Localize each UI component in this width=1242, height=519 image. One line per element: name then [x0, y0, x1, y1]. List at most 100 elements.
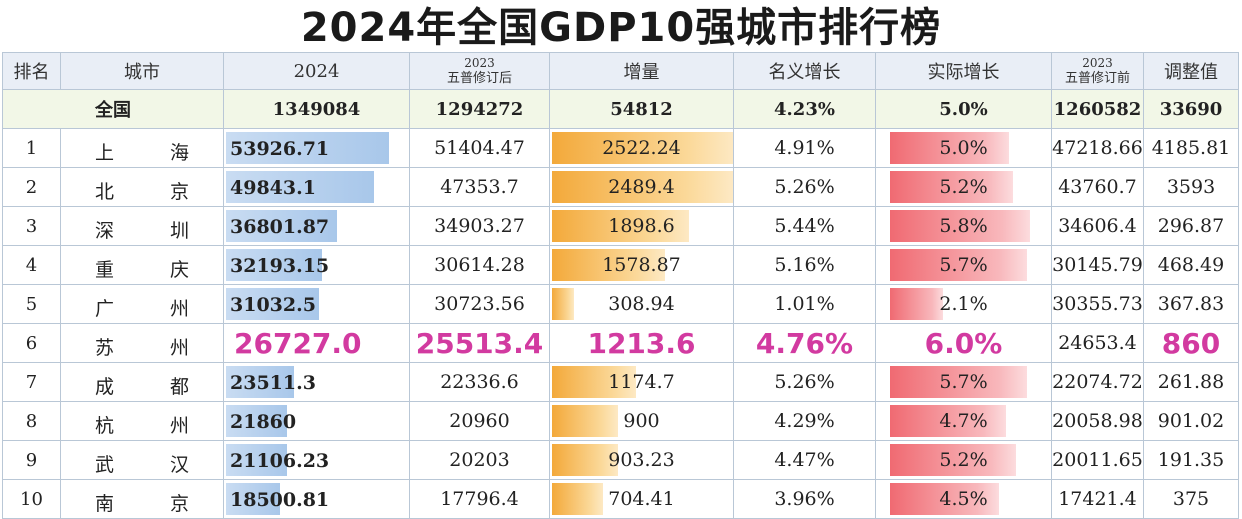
gdp2024-cell: 49843.1: [223, 167, 410, 207]
national-name: 全国: [2, 89, 224, 129]
nominal-cell: 1.01%: [733, 284, 876, 324]
city-char-1: 南: [95, 493, 115, 515]
gdp-bar: [226, 405, 288, 437]
gdp-bar: [226, 171, 374, 203]
increment-bar: [552, 483, 604, 515]
gdp2024-cell: 18500.81: [223, 479, 410, 519]
increment-bar: [552, 132, 733, 164]
increment-cell: 900: [549, 401, 734, 441]
city-cell: 北京: [60, 167, 224, 207]
increment-bar: [552, 210, 690, 242]
real-growth-bar: [890, 210, 1030, 242]
city-char-2: 汉: [169, 454, 189, 476]
header-rev2023-year: 2023: [464, 56, 495, 70]
nominal-cell: 5.26%: [733, 362, 876, 402]
increment-value: 1174.7: [608, 371, 675, 393]
real-value: 5.2%: [939, 176, 988, 198]
rev2023-cell: 20960: [409, 401, 550, 441]
header-real: 实际增长: [875, 52, 1052, 90]
table-row: 4 重庆 32193.15 30614.28 1578.87 5.16% 5.7% 30145…: [2, 245, 1239, 285]
nominal-cell: 4.76%: [733, 323, 876, 363]
increment-value: 704.41: [608, 488, 675, 510]
gdp2024-value: 49843.1: [230, 177, 316, 199]
pre2023-cell: 34606.4: [1051, 206, 1144, 246]
header-pre2023: 2023 五普修订前: [1051, 52, 1144, 90]
rank-cell: 10: [2, 479, 61, 519]
increment-bar: [552, 171, 733, 203]
pre2023-cell: 43760.7: [1051, 167, 1144, 207]
rev2023-cell: 51404.47: [409, 128, 550, 168]
header-gdp2024: 2024: [223, 52, 410, 90]
header-row: 排名 城市 2024 2023 五普修订后 增量 名义增长 实际增长 2023 …: [2, 52, 1239, 90]
rank-cell: 8: [2, 401, 61, 441]
increment-cell: 1213.6: [549, 323, 734, 363]
rank-cell: 5: [2, 284, 61, 324]
adjust-cell: 367.83: [1143, 284, 1239, 324]
adjust-cell: 191.35: [1143, 440, 1239, 480]
rev2023-cell: 22336.6: [409, 362, 550, 402]
gdp2024-cell: 21860: [223, 401, 410, 441]
real-value: 4.5%: [939, 488, 988, 510]
header-rev2023: 2023 五普修订后: [409, 52, 550, 90]
increment-bar: [552, 366, 637, 398]
gdp2024-cell: 36801.87: [223, 206, 410, 246]
real-value: 5.7%: [939, 254, 988, 276]
national-increment: 54812: [549, 89, 734, 129]
header-increment: 增量: [549, 52, 734, 90]
increment-value: 1578.87: [602, 254, 681, 276]
increment-value: 903.23: [608, 449, 675, 471]
nominal-cell: 5.16%: [733, 245, 876, 285]
real-cell: 5.7%: [875, 245, 1052, 285]
real-growth-bar: [890, 132, 1009, 164]
city-char-1: 武: [95, 454, 115, 476]
real-value: 5.8%: [939, 215, 988, 237]
nominal-cell: 5.26%: [733, 167, 876, 207]
pre2023-cell: 47218.66: [1051, 128, 1144, 168]
increment-value: 1898.6: [608, 215, 675, 237]
adjust-cell: 901.02: [1143, 401, 1239, 441]
gdp2024-value: 18500.81: [230, 489, 330, 511]
rev2023-cell: 47353.7: [409, 167, 550, 207]
rank-cell: 1: [2, 128, 61, 168]
real-cell: 5.8%: [875, 206, 1052, 246]
real-value: 5.7%: [939, 371, 988, 393]
pre2023-cell: 30145.79: [1051, 245, 1144, 285]
increment-bar: [552, 405, 618, 437]
header-pre2023-year: 2023: [1082, 56, 1113, 70]
increment-cell: 704.41: [549, 479, 734, 519]
city-char-2: 州: [169, 337, 189, 359]
header-city: 城市: [60, 52, 224, 90]
gdp-bar: [226, 366, 295, 398]
city-char-1: 重: [95, 259, 115, 281]
nominal-cell: 4.91%: [733, 128, 876, 168]
real-value: 5.2%: [939, 449, 988, 471]
increment-cell: 1898.6: [549, 206, 734, 246]
real-cell: 2.1%: [875, 284, 1052, 324]
real-cell: 4.5%: [875, 479, 1052, 519]
real-growth-bar: [890, 171, 1013, 203]
pre2023-cell: 24653.4: [1051, 323, 1144, 363]
gdp2024-cell: 21106.23: [223, 440, 410, 480]
gdp-bar: [226, 288, 319, 320]
pre2023-cell: 30355.73: [1051, 284, 1144, 324]
real-growth-bar: [890, 444, 1016, 476]
gdp2024-value: 53926.71: [230, 138, 330, 160]
city-char-1: 深: [95, 220, 115, 242]
rev2023-cell: 17796.4: [409, 479, 550, 519]
table-row: 10 南京 18500.81 17796.4 704.41 3.96% 4.5% 17421.…: [2, 479, 1239, 519]
city-char-1: 北: [95, 181, 115, 203]
increment-cell: 2522.24: [549, 128, 734, 168]
city-char-2: 州: [169, 415, 189, 437]
real-cell: 5.2%: [875, 167, 1052, 207]
city-char-1: 苏: [95, 337, 115, 359]
rev2023-cell: 20203: [409, 440, 550, 480]
rank-cell: 3: [2, 206, 61, 246]
rank-cell: 2: [2, 167, 61, 207]
city-char-1: 成: [95, 376, 115, 398]
national-real: 5.0%: [875, 89, 1052, 129]
table-row: 3 深圳 36801.87 34903.27 1898.6 5.44% 5.8% 34606.…: [2, 206, 1239, 246]
city-char-1: 广: [95, 298, 115, 320]
real-cell: 5.2%: [875, 440, 1052, 480]
table-row: 6 苏州 26727.0 25513.4 1213.6 4.76% 6.0% 24653.4 8…: [2, 323, 1239, 363]
city-cell: 上海: [60, 128, 224, 168]
